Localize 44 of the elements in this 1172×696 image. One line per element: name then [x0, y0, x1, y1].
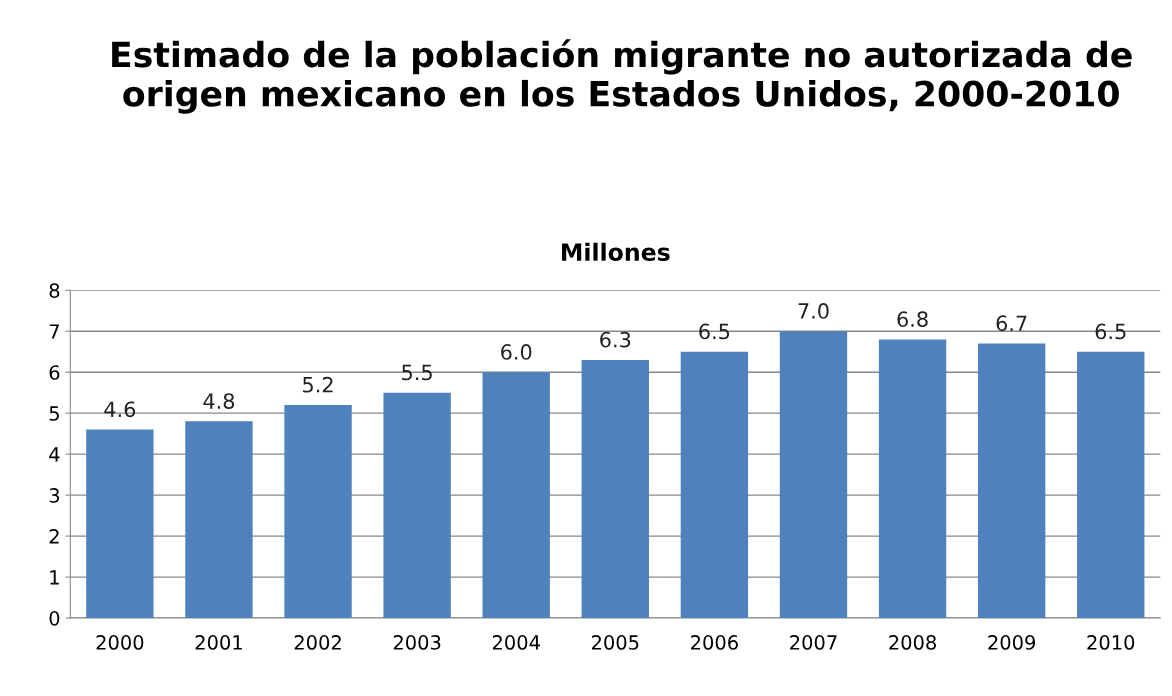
x-tick-label: 2006 [691, 635, 738, 650]
y-tick-label: 4 [49, 447, 60, 462]
y-tick-label: 1 [50, 570, 59, 585]
x-tick-label: 2007 [790, 635, 837, 650]
x-tick-label: 2003 [393, 635, 441, 650]
y-tick-label: 8 [49, 283, 60, 298]
x-tick-label: 2005 [591, 635, 639, 650]
bar [878, 339, 947, 619]
bar [86, 429, 154, 619]
data-label: 5.5 [402, 364, 432, 381]
data-label: 4.6 [104, 401, 136, 418]
y-tick-label: 7 [49, 324, 59, 339]
data-label: 6.0 [501, 344, 532, 360]
data-label: 6.7 [996, 315, 1027, 332]
data-label: 6.5 [699, 323, 730, 340]
bar [185, 421, 253, 619]
y-tick-label: 2 [49, 529, 59, 544]
chart-title: Estimado de la población migrante no autorizada de origen mexicano en los Estados Unidos, 2000-2010 [112, 39, 1132, 114]
x-tick-label: 2009 [988, 635, 1036, 650]
x-tick-label: 2008 [889, 635, 936, 650]
bar [482, 372, 550, 619]
bar [1077, 351, 1145, 619]
bar [977, 343, 1046, 619]
bar [680, 351, 749, 619]
y-tick-label: 3 [49, 488, 60, 503]
y-tick-label: 6 [49, 365, 60, 380]
data-label: 4.8 [203, 393, 235, 409]
x-tick-label: 2004 [492, 635, 540, 650]
data-label: 6.8 [897, 311, 928, 328]
bar [284, 404, 352, 619]
bar [779, 331, 848, 619]
x-tick-label: 2000 [96, 635, 144, 650]
y-tick-label: 0 [49, 611, 60, 626]
bar [383, 392, 451, 619]
x-tick-label: 2010 [1087, 635, 1135, 650]
data-label: 7.0 [798, 303, 829, 319]
data-label: 6.3 [600, 331, 631, 348]
data-label: 6.5 [1095, 323, 1126, 340]
x-tick-label: 2002 [294, 635, 341, 650]
bar [581, 359, 649, 619]
chart-subtitle: Millones [562, 242, 670, 262]
data-label: 5.2 [303, 376, 333, 393]
x-tick-label: 2001 [195, 635, 242, 650]
y-tick-label: 5 [49, 406, 59, 421]
